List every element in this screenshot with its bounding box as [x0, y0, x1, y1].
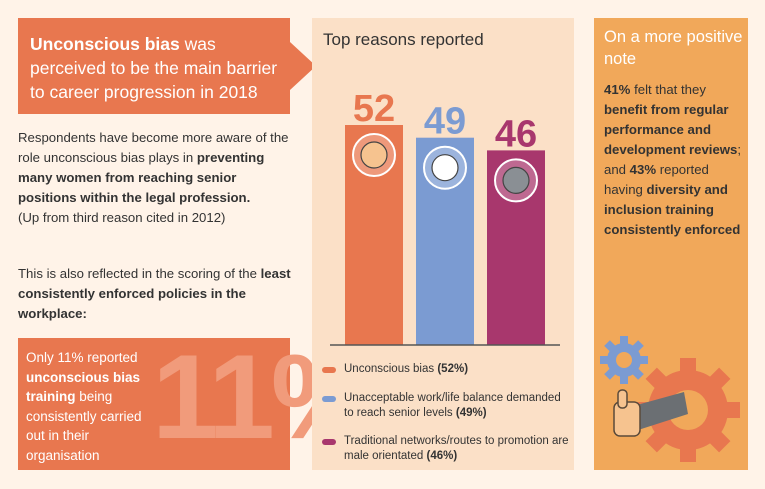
headline-text: Unconscious bias was perceived to be the… [30, 32, 292, 104]
para1-bold: preventing many women from reaching seni… [18, 150, 265, 205]
stat-bold: unconscious bias training [26, 369, 141, 405]
bar-value-label-2: 49 [424, 101, 466, 143]
bar-chart: 52 49 46 [330, 88, 560, 346]
bar-value-label-3: 46 [495, 113, 537, 155]
legend-swatch-2 [322, 396, 336, 402]
stat-pre: Only 11% reported [26, 350, 138, 365]
para2-intro: This is also reflected in the scoring of… [18, 266, 261, 281]
headline-bold: Unconscious bias [30, 34, 180, 54]
legend-value-3: (46%) [426, 450, 458, 462]
paragraph-awareness: Respondents have become more aware of th… [18, 128, 298, 228]
gears-thumbs-up-icon [600, 336, 740, 462]
rp-b1: 41% [604, 82, 631, 97]
ball-gear-icon-inner [431, 154, 459, 182]
legend-item-3: Traditional networks/routes to promotion… [322, 434, 572, 464]
bar-value-label-1: 52 [353, 88, 395, 130]
paragraph-policies: This is also reflected in the scoring of… [18, 264, 298, 324]
legend-value-1: (52%) [437, 363, 469, 375]
rp-b3: 43% [629, 162, 657, 177]
stat-text: Only 11% reported unconscious bias train… [26, 348, 154, 465]
rp-b4: diversity and inclusion training consist… [604, 182, 741, 237]
stat-post: being consistently carried out in their … [26, 389, 142, 463]
stat-box [18, 338, 290, 470]
para1-note: (Up from third reason cited in 2012) [18, 210, 226, 225]
headline-arrow [290, 42, 316, 90]
headline-banner [18, 18, 290, 114]
chart-title: Top reasons reported [323, 30, 484, 49]
para2-bold: least consistently enforced policies in … [18, 266, 291, 321]
positive-note-body: 41% felt that they benefit from regular … [604, 80, 744, 240]
legend-label-1: Unconscious bias [344, 363, 435, 375]
male-symbol-icon-inner [502, 166, 530, 194]
rp-t1: felt that they [630, 82, 706, 97]
small-gear-icon [600, 336, 648, 384]
thumbs-up-icon [613, 389, 688, 437]
big-gear-icon [636, 358, 740, 462]
head-question-icon-inner [360, 141, 388, 169]
legend-value-2: (49%) [455, 407, 487, 419]
legend-swatch-3 [322, 439, 336, 445]
positive-note-title: On a more positive note [604, 28, 743, 68]
legend-label-2: Unacceptable work/life balance demanded … [344, 392, 561, 419]
headline-rest: was perceived to be the main barrier to … [30, 34, 278, 102]
legend-label-3: Traditional networks/routes to promotion… [344, 435, 569, 462]
rp-b2: benefit from regular performance and dev… [604, 102, 738, 157]
rp-t3: reported having [604, 162, 709, 197]
legend-item-1: Unconscious bias (52%) [322, 362, 572, 377]
legend-swatch-1 [322, 367, 336, 373]
legend-item-2: Unacceptable work/life balance demanded … [322, 391, 572, 421]
para1-intro: Respondents have become more aware of th… [18, 130, 289, 165]
rp-t2: ; and [604, 142, 742, 177]
